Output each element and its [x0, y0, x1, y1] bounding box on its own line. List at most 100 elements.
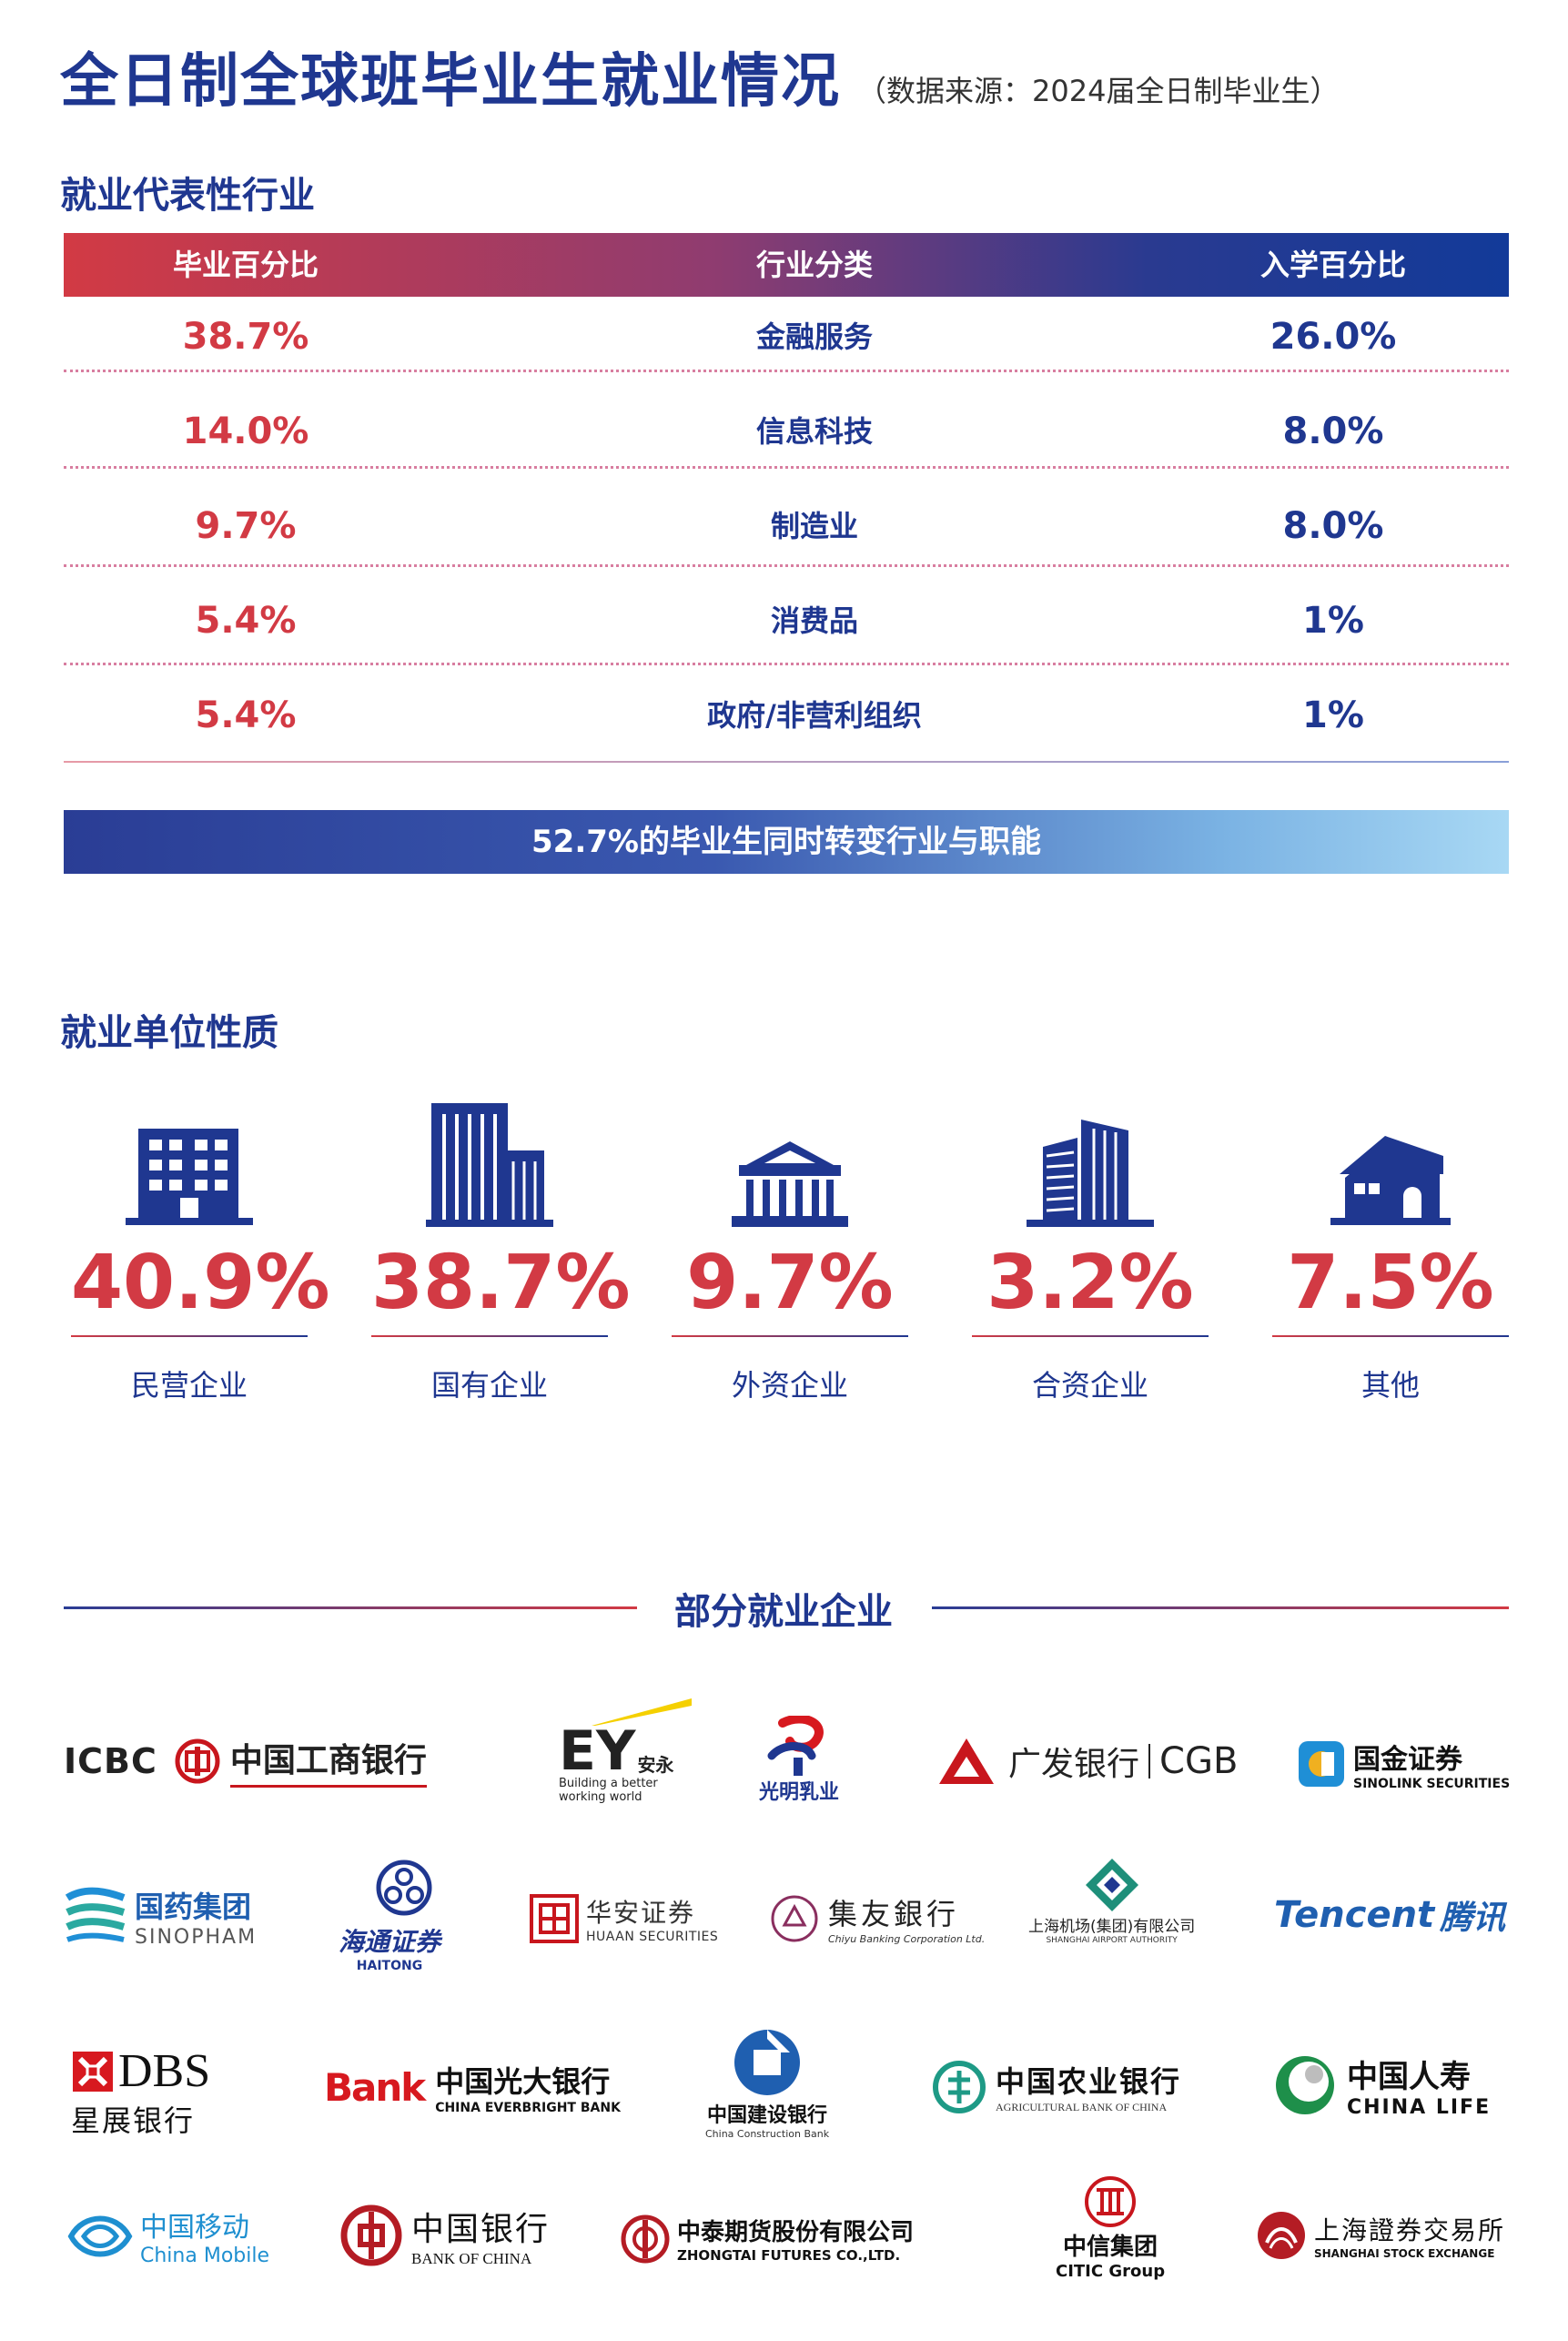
- everbright-mark: Bank: [324, 2064, 426, 2110]
- zhongtai-cn: 中泰期货股份有限公司: [677, 2219, 915, 2246]
- logo-dbs: DBS 星展银行: [71, 2044, 210, 2140]
- office-building-icon: [126, 1129, 253, 1225]
- government-building-icon: [732, 1141, 848, 1227]
- sinopharm-wave-icon: [65, 1887, 126, 1942]
- citic-en: CITIC Group: [1056, 2262, 1166, 2281]
- icbc-emblem-icon: [175, 1738, 220, 1783]
- logo-cgb: 广发银行 CGB: [937, 1737, 1238, 1786]
- logo-sinopharm: 国药集团 SINOPHAM: [64, 1884, 257, 1949]
- industry-name: 制造业: [770, 509, 858, 543]
- haitong-en: HAITONG: [356, 1959, 423, 1973]
- stat-value: 9.7%: [686, 1240, 894, 1326]
- sinolink-en: SINOLINK SECURITIES: [1353, 1777, 1511, 1791]
- boc-en: BANK OF CHINA: [411, 2250, 532, 2267]
- stat-underline: [371, 1335, 608, 1337]
- logo-zhongtai: 中泰期货股份有限公司 ZHONGTAI FUTURES CO.,LTD.: [621, 2214, 914, 2264]
- enroll-pct: 26.0%: [1270, 316, 1397, 358]
- huaan-en: HUAAN SECURITIES: [586, 1930, 719, 1944]
- skyscraper-icon: [1027, 1120, 1154, 1227]
- everbright-cn: 中国光大银行: [435, 2064, 611, 2099]
- logo-chiyu: 集友銀行 Chiyu Banking Corporation Ltd.: [770, 1891, 985, 1945]
- logo-china-mobile: 中国移动 China Mobile: [66, 2204, 269, 2267]
- stat-underline: [972, 1335, 1209, 1337]
- col-grad-header: 毕业百分比: [172, 248, 319, 282]
- source-note: （数据来源：2024届全日制毕业生）: [857, 74, 1340, 108]
- sinopharm-cn: 国药集团: [135, 1890, 252, 1924]
- logo-ey: EY 安永 Building a better working world: [559, 1698, 692, 1804]
- chiyu-cn: 集友銀行: [828, 1897, 960, 1931]
- stat-label: 外资企业: [731, 1368, 848, 1403]
- logo-ccb: 中国建设银行 China Construction Bank: [705, 2026, 829, 2140]
- cgb-cn: 广发银行: [1008, 1746, 1140, 1783]
- stat-joint-venture: 3.2% 合资企业: [972, 1092, 1209, 1404]
- airport-diamond-icon: [1085, 1859, 1138, 1911]
- logo-tencent: Tencent 腾讯: [1274, 1891, 1505, 1939]
- row-divider: [64, 564, 1509, 567]
- stat-value: 7.5%: [1287, 1240, 1494, 1326]
- cgb-triangle-icon: [939, 1738, 994, 1784]
- stat-label: 民营企业: [130, 1368, 248, 1403]
- airport-cn: 上海机场(集团)有限公司: [1028, 1918, 1196, 1936]
- zhongtai-en: ZHONGTAI FUTURES CO.,LTD.: [677, 2247, 901, 2264]
- employer-type-heading: 就业单位性质: [60, 1012, 278, 1054]
- house-icon: [1330, 1136, 1451, 1225]
- sse-cn: 上海證券交易所: [1314, 2215, 1506, 2245]
- haitong-cn: 海通证券: [339, 1927, 441, 1957]
- stat-foreign: 9.7% 外资企业: [672, 1092, 908, 1404]
- stat-underline: [71, 1335, 308, 1337]
- industry-heading: 就业代表性行业: [60, 175, 315, 217]
- stat-value: 40.9%: [71, 1240, 330, 1326]
- industry-name: 金融服务: [755, 319, 873, 354]
- employers-heading: 部分就业企业: [674, 1591, 893, 1633]
- chiyu-crest-icon: [771, 1895, 818, 1941]
- abc-coin-icon: [933, 2060, 986, 2113]
- section-divider-left: [64, 1606, 637, 1609]
- logo-haitong: 海通证券 HAITONG: [339, 1859, 440, 1973]
- title-text: 全日制全球班毕业生就业情况: [60, 48, 841, 116]
- logo-china-life: 中国人寿 CHINA LIFE: [1272, 2052, 1491, 2119]
- chiyu-en: Chiyu Banking Corporation Ltd.: [828, 1933, 986, 1945]
- logo-shanghai-airport: 上海机场(集团)有限公司 SHANGHAI AIRPORT AUTHORITY: [1028, 1857, 1195, 1945]
- logo-huaan: 华安证券 HUAAN SECURITIES: [530, 1893, 718, 1944]
- logo-sse: 上海證券交易所 SHANGHAI STOCK EXCHANGE: [1256, 2210, 1505, 2261]
- dbs-cn: 星展银行: [71, 2103, 196, 2138]
- china-life-en: CHINA LIFE: [1347, 2096, 1492, 2119]
- logo-citic: 中信集团 CITIC Group: [1056, 2175, 1165, 2281]
- sse-emblem-icon: [1258, 2212, 1305, 2259]
- tencent-cn: 腾讯: [1440, 1900, 1506, 1937]
- grad-pct: 14.0%: [182, 410, 309, 452]
- grad-pct: 38.7%: [182, 316, 309, 358]
- industry-name: 政府/非营利组织: [707, 698, 922, 733]
- huaan-cn: 华安证券: [586, 1898, 696, 1928]
- abc-cn: 中国农业银行: [996, 2064, 1182, 2099]
- tower-building-icon: [426, 1103, 553, 1227]
- logo-boc: 中国银行 BANK OF CHINA: [340, 2203, 550, 2268]
- zhongtai-emblem-icon: [621, 2214, 670, 2263]
- haitong-swirl-icon: [376, 1860, 432, 1916]
- stat-state-owned: 38.7% 国有企业: [371, 1092, 630, 1404]
- boc-coin-icon: [340, 2204, 402, 2266]
- switch-banner: 52.7%的毕业生同时转变行业与职能: [64, 810, 1509, 874]
- ey-cn: 安永: [637, 1754, 674, 1776]
- airport-en: SHANGHAI AIRPORT AUTHORITY: [1046, 1936, 1178, 1945]
- stat-private: 40.9% 民营企业: [71, 1092, 330, 1404]
- industry-name: 消费品: [770, 603, 858, 638]
- logo-sinolink: 国金证券 SINOLINK SECURITIES: [1297, 1737, 1510, 1791]
- industry-table-header: 毕业百分比 行业分类 入学百分比: [64, 233, 1509, 297]
- stat-label: 其他: [1361, 1368, 1420, 1403]
- sse-en: SHANGHAI STOCK EXCHANGE: [1314, 2247, 1495, 2260]
- industry-name: 信息科技: [755, 414, 873, 449]
- icbc-cn: 中国工商银行: [229, 1734, 427, 1788]
- citic-cn: 中信集团: [1063, 2234, 1158, 2261]
- huaan-seal-icon: [530, 1894, 579, 1943]
- dbs-star-icon: [73, 2051, 113, 2092]
- section-divider-right: [932, 1606, 1509, 1609]
- everbright-en: CHINA EVERBRIGHT BANK: [435, 2101, 621, 2115]
- col-industry-header: 行业分类: [755, 248, 873, 282]
- icbc-en: ICBC: [64, 1740, 157, 1781]
- bright-dairy-cn: 光明乳业: [759, 1781, 840, 1804]
- abc-en: AGRICULTURAL BANK OF CHINA: [996, 2101, 1168, 2113]
- table-row: 38.7% 金融服务 26.0%: [64, 289, 1509, 384]
- sinolink-emblem-icon: [1299, 1741, 1344, 1787]
- grad-pct: 9.7%: [195, 505, 297, 547]
